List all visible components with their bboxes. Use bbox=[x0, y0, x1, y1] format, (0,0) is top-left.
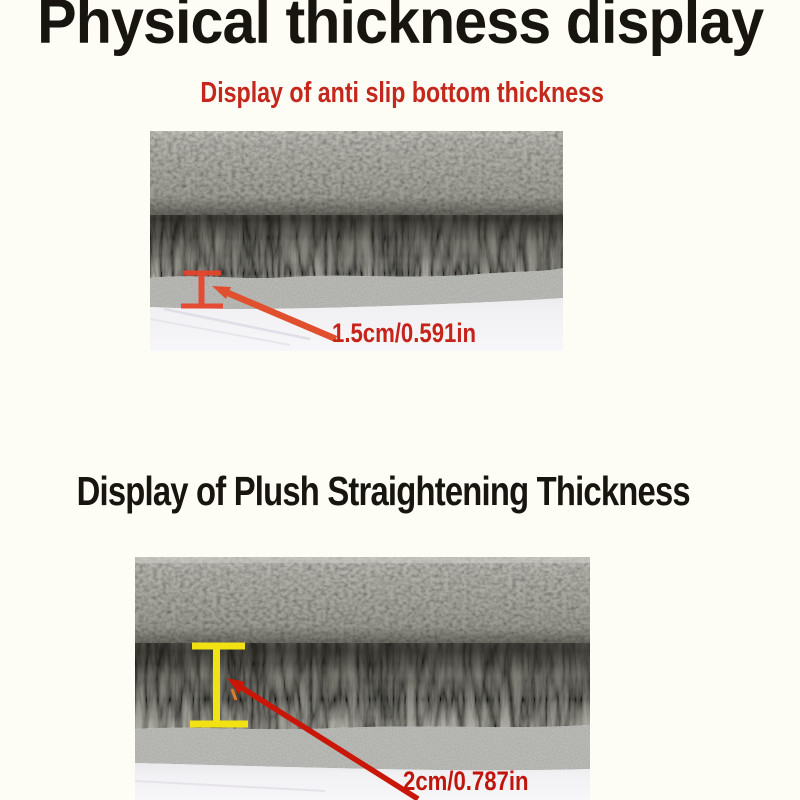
pile-top-highlight bbox=[135, 557, 590, 563]
carpet-cross-section-image bbox=[135, 557, 590, 800]
measurement-label-plush: 2cm/0.787in bbox=[403, 766, 529, 796]
floor-highlight-line bbox=[150, 318, 291, 346]
pile-shadow bbox=[135, 627, 590, 675]
thickness-marker-icon bbox=[190, 642, 248, 728]
section-heading-anti-slip: Display of anti slip bottom thickness bbox=[150, 79, 603, 108]
section-heading-anti-slip-text: Display of anti slip bottom thickness bbox=[200, 77, 604, 109]
paint-fleck bbox=[230, 688, 238, 701]
page-title-text: Physical thickness display bbox=[36, 0, 764, 57]
section-heading-plush: Display of Plush Straightening Thickness bbox=[0, 471, 760, 512]
carpet-cross-section-image bbox=[150, 131, 563, 351]
page-title: Physical thickness display bbox=[0, 0, 800, 54]
pile-shadow bbox=[150, 197, 563, 241]
floor-highlight-line bbox=[135, 780, 326, 792]
photo-plush-thickness: 2cm/0.787in bbox=[135, 557, 590, 800]
floor-highlight-line bbox=[163, 307, 311, 341]
carpet-base-layer bbox=[135, 725, 590, 771]
arrow-icon bbox=[227, 678, 420, 800]
arrow-icon bbox=[212, 286, 338, 342]
measurement-label-anti-slip: 1.5cm/0.591in bbox=[332, 318, 477, 348]
photo-anti-slip-bottom: 1.5cm/0.591in bbox=[150, 131, 563, 351]
thickness-marker-icon bbox=[181, 270, 223, 309]
anti-slip-base-layer bbox=[150, 268, 563, 309]
section-heading-plush-text: Display of Plush Straightening Thickness bbox=[76, 468, 691, 514]
